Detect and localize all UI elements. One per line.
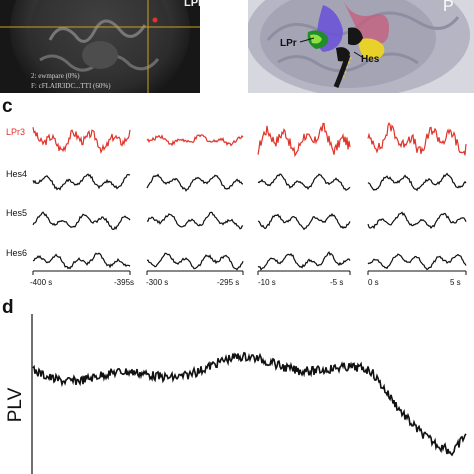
trace-hes5-window2 [146, 211, 244, 230]
time-axis-window1 [32, 270, 131, 275]
trace-hes5-window1 [32, 211, 131, 231]
trace-hes4-window3 [257, 173, 351, 191]
brain-3d-panel: LPr Hes P [248, 0, 474, 93]
time-axis-window2 [146, 270, 244, 275]
channel-label-lpr3: LPr3 [6, 127, 26, 137]
trace-lpr3-window1 [32, 127, 131, 155]
mri-slice-image [0, 0, 200, 93]
panel-label-c: c [2, 96, 13, 117]
trace-hes4-window2 [146, 173, 244, 192]
window4-start-label: 0 s [368, 278, 379, 287]
mri-info-line1: 2: ewmpare (0%) [31, 72, 80, 80]
plv-trace [32, 351, 467, 457]
panel-label-d: d [2, 297, 14, 318]
trace-hes6-window4 [367, 253, 467, 271]
window2-end-label: -295 s [217, 278, 240, 287]
mri-corner-label: LPr [184, 0, 200, 9]
window3-start-label: -10 s [258, 278, 276, 287]
trace-lpr3-window3 [257, 122, 351, 158]
trace-hes6-window3 [257, 251, 351, 271]
window1-start-label: -400 s [30, 278, 53, 287]
mri-panel: LPr 2: ewmpare (0%) F: cFLAIR3DC...TTI (… [0, 0, 200, 93]
brain-p-label: P [443, 0, 454, 15]
trace-hes4-window1 [32, 173, 131, 191]
brain-3d-render [248, 0, 470, 93]
trace-lpr3-window2 [146, 134, 244, 147]
eeg-traces-panel [32, 121, 467, 275]
trace-hes5-window4 [367, 211, 467, 230]
window4-end-label: 5 s [450, 278, 461, 287]
trace-hes4-window4 [367, 172, 467, 192]
trace-hes6-window1 [32, 252, 131, 270]
window2-start-label: -300 s [146, 278, 169, 287]
time-axis-window4 [367, 270, 467, 275]
window1-end-label: -395s [114, 278, 135, 287]
channel-label-hes4: Hes4 [6, 169, 28, 179]
trace-hes6-window2 [146, 252, 244, 271]
channel-label-hes6: Hes6 [6, 248, 28, 258]
mri-info-line2: F: cFLAIR3DC...TTI (60%) [31, 82, 111, 90]
trace-lpr3-window4 [367, 121, 467, 156]
trace-hes5-window3 [257, 212, 351, 231]
window3-end-label: -5 s [330, 278, 344, 287]
plv-plot [31, 314, 467, 474]
time-axis-window3 [257, 270, 351, 275]
channel-label-hes5: Hes5 [6, 208, 28, 218]
brain-lpr-label: LPr [280, 38, 297, 49]
brain-hes-label: Hes [361, 54, 380, 65]
